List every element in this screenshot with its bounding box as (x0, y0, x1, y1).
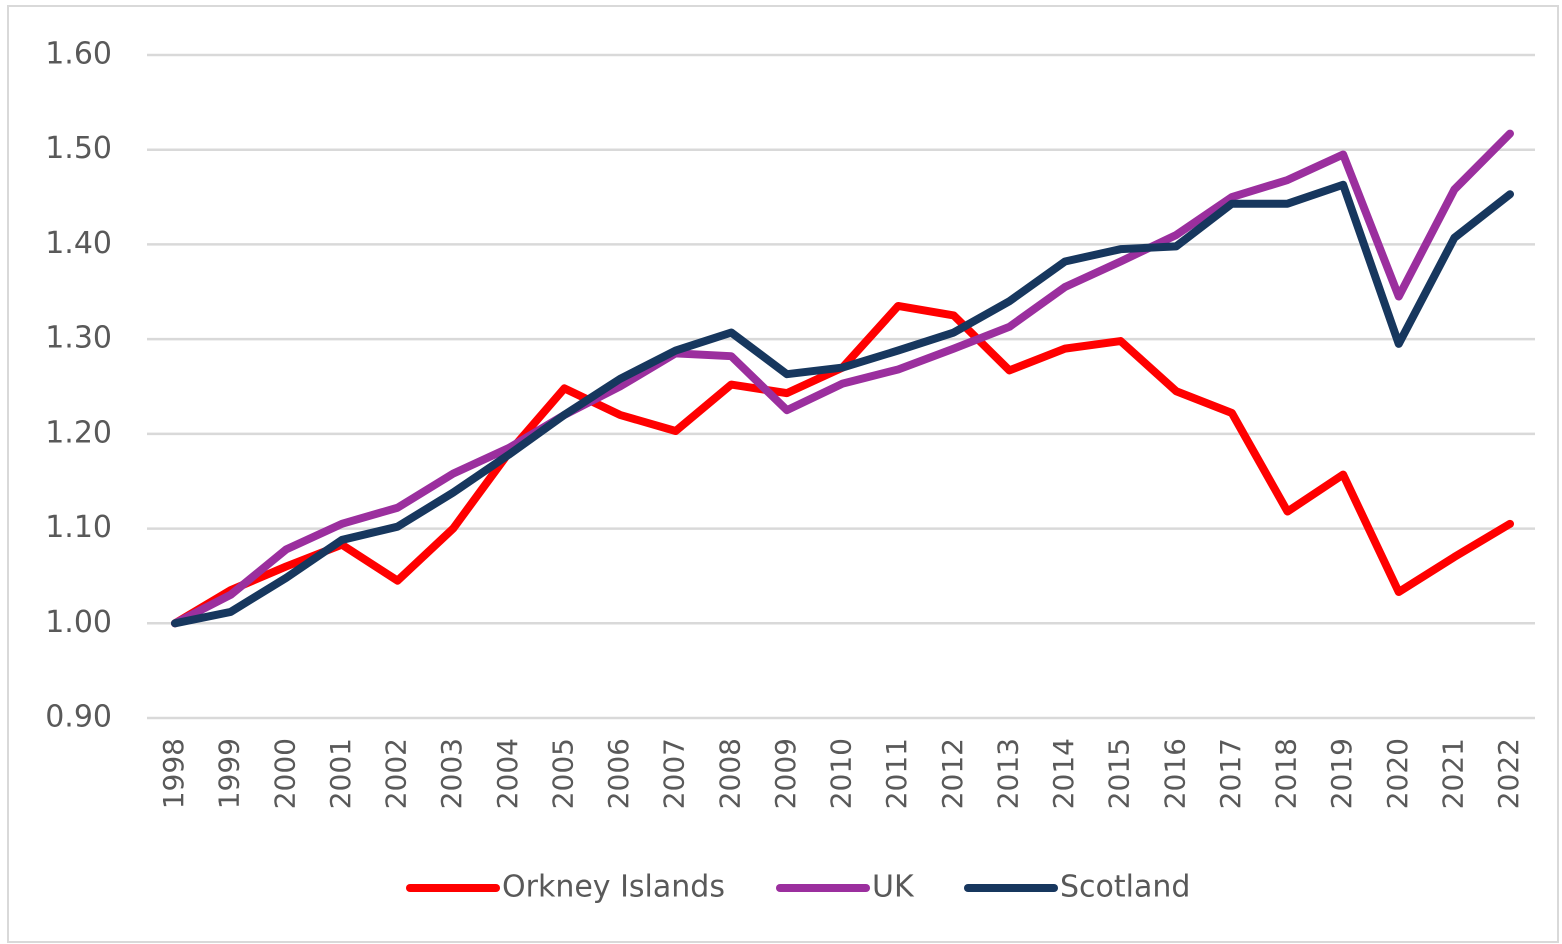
x-tick-label: 2017 (1214, 738, 1247, 809)
x-tick-label: 1998 (157, 738, 190, 809)
y-tick-label: 1.20 (45, 415, 112, 450)
legend-label: Orkney Islands (502, 870, 725, 905)
legend-label: UK (872, 870, 915, 905)
y-tick-label: 0.90 (45, 700, 112, 735)
x-tick-label: 2007 (658, 738, 691, 809)
x-tick-label: 2000 (268, 738, 301, 809)
x-tick-label: 2014 (1047, 738, 1080, 809)
x-tick-label: 2015 (1103, 738, 1136, 809)
x-tick-label: 2019 (1325, 738, 1358, 809)
x-tick-label: 2011 (880, 738, 913, 809)
x-tick-label: 2020 (1381, 738, 1414, 809)
x-tick-label: 2018 (1270, 738, 1303, 809)
legend-label: Scotland (1060, 870, 1190, 905)
y-tick-label: 1.60 (45, 37, 112, 72)
chart-frame (7, 5, 1559, 943)
x-tick-label: 2009 (769, 738, 802, 809)
x-tick-label: 2006 (602, 738, 635, 809)
x-tick-label: 1999 (213, 738, 246, 809)
x-tick-label: 2008 (713, 738, 746, 809)
y-tick-label: 1.50 (45, 131, 112, 166)
x-tick-label: 2004 (491, 738, 524, 809)
x-tick-label: 2016 (1158, 738, 1191, 809)
series-line (171, 129, 1514, 628)
x-tick-label: 2021 (1436, 738, 1469, 809)
x-tick-label: 2013 (991, 738, 1024, 809)
series-line (171, 180, 1514, 628)
x-tick-label: 2002 (380, 738, 413, 809)
x-tick-label: 2022 (1492, 738, 1525, 809)
y-tick-label: 1.00 (45, 605, 112, 640)
x-tick-label: 2005 (546, 738, 579, 809)
x-tick-label: 2012 (936, 738, 969, 809)
y-tick-label: 1.30 (45, 321, 112, 356)
x-tick-label: 2003 (435, 738, 468, 809)
x-tick-label: 2010 (825, 738, 858, 809)
x-tick-label: 2001 (324, 738, 357, 809)
y-tick-label: 1.40 (45, 226, 112, 261)
y-tick-label: 1.10 (45, 510, 112, 545)
